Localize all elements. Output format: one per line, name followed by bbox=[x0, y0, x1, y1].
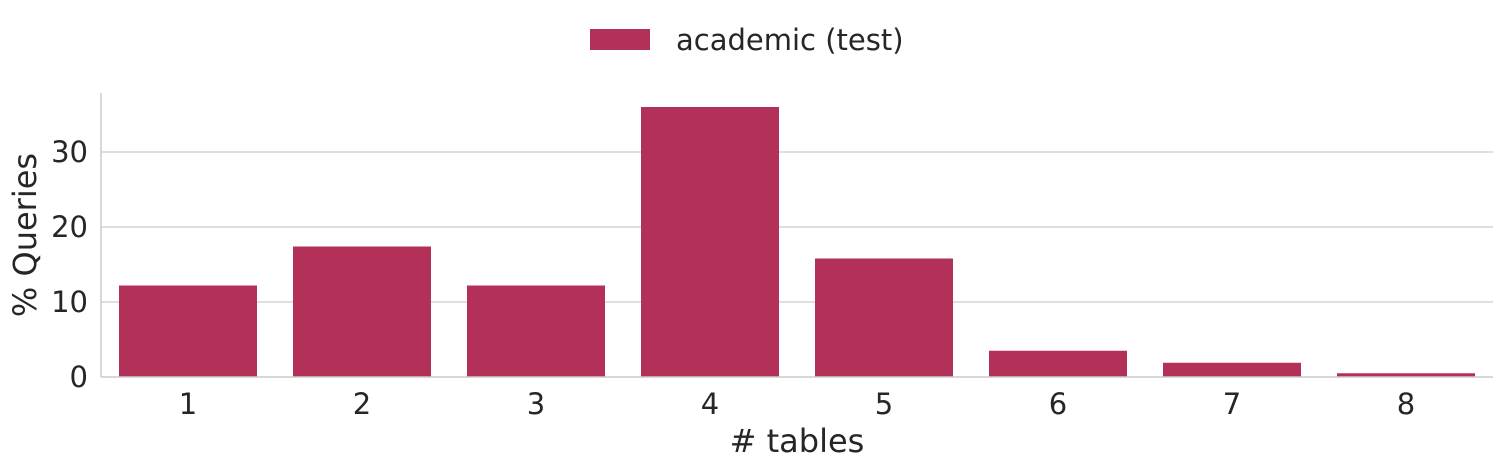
y-axis-title: % Queries bbox=[6, 153, 44, 317]
y-tick-labels: 0 10 20 30 bbox=[51, 135, 88, 394]
legend-swatch bbox=[590, 29, 650, 50]
y-tick-label: 10 bbox=[51, 285, 88, 319]
bar-3 bbox=[467, 285, 605, 377]
bar-8 bbox=[1337, 373, 1475, 377]
y-tick-label: 20 bbox=[51, 210, 88, 244]
x-tick-label: 7 bbox=[1223, 387, 1241, 421]
bars bbox=[119, 107, 1475, 377]
legend: academic (test) bbox=[590, 23, 904, 57]
x-axis-title: # tables bbox=[730, 422, 865, 460]
x-tick-label: 1 bbox=[179, 387, 197, 421]
bar-7 bbox=[1163, 362, 1301, 377]
axes bbox=[100, 93, 1493, 378]
bar-2 bbox=[293, 246, 431, 377]
bar-5 bbox=[815, 258, 953, 377]
bar-6 bbox=[989, 350, 1127, 377]
legend-label: academic (test) bbox=[676, 23, 904, 57]
x-tick-label: 8 bbox=[1397, 387, 1415, 421]
x-tick-label: 3 bbox=[527, 387, 545, 421]
bar-1 bbox=[119, 285, 257, 377]
bar-4 bbox=[641, 107, 779, 377]
x-tick-label: 4 bbox=[701, 387, 719, 421]
x-tick-label: 6 bbox=[1049, 387, 1067, 421]
x-tick-label: 2 bbox=[353, 387, 371, 421]
y-tick-label: 0 bbox=[70, 360, 88, 394]
x-tick-label: 5 bbox=[875, 387, 893, 421]
y-tick-label: 30 bbox=[51, 135, 88, 169]
x-tick-labels: 1 2 3 4 5 6 7 8 bbox=[179, 387, 1415, 421]
